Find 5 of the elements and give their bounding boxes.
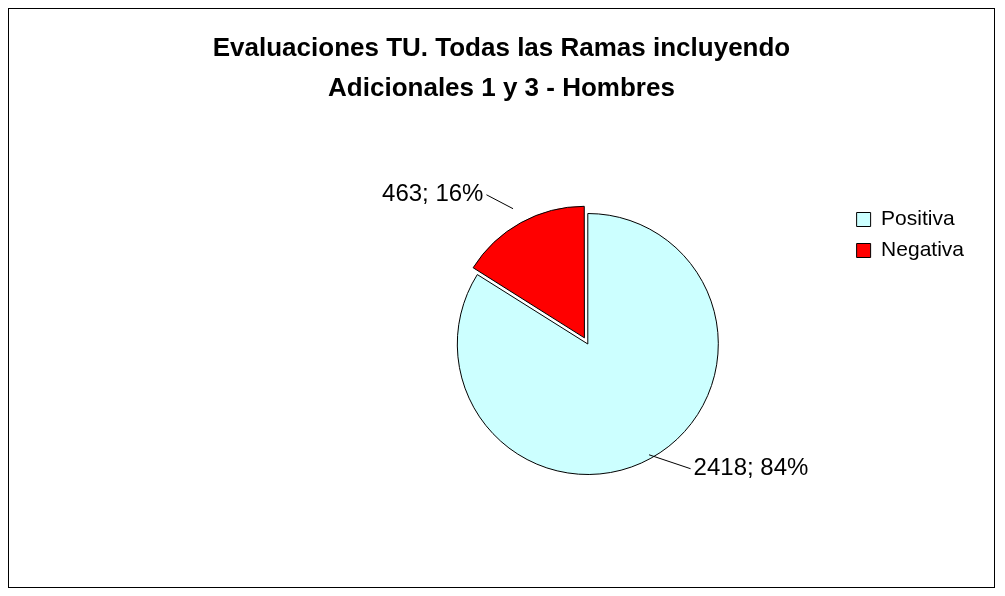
chart-title: Evaluaciones TU. Todas las Ramas incluyendo Adicionales 1 y 3 - Hombres <box>211 31 792 104</box>
legend-label: Positiva <box>881 206 955 230</box>
data-label: 2418; 84% <box>693 453 809 481</box>
legend-label: Negativa <box>881 237 965 261</box>
data-label: 463; 16% <box>382 179 484 207</box>
